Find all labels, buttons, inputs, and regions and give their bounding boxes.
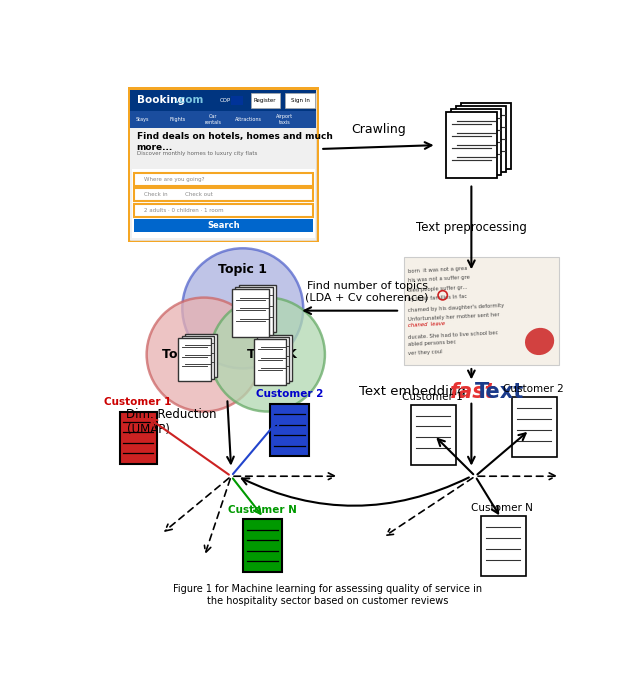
Bar xyxy=(120,411,157,464)
Text: .com: .com xyxy=(175,95,203,106)
Bar xyxy=(131,128,316,240)
Bar xyxy=(179,338,211,381)
Text: more...: more... xyxy=(136,143,173,152)
Bar xyxy=(446,112,497,178)
Text: Topic K: Topic K xyxy=(247,348,297,361)
Text: fast: fast xyxy=(451,381,496,402)
Bar xyxy=(411,404,456,465)
Circle shape xyxy=(182,248,303,368)
Bar xyxy=(134,219,312,232)
Text: Customer N: Customer N xyxy=(472,503,533,513)
Circle shape xyxy=(147,298,261,411)
Ellipse shape xyxy=(525,328,554,355)
Text: Text: Text xyxy=(476,381,525,402)
Text: Topic 2: Topic 2 xyxy=(163,348,211,361)
Bar xyxy=(257,338,289,383)
Text: Check in          Check out: Check in Check out xyxy=(145,192,213,197)
Text: chamed by his daughter's deformity: chamed by his daughter's deformity xyxy=(408,303,504,313)
Bar xyxy=(182,335,214,379)
Text: Register: Register xyxy=(254,98,276,103)
Text: Find number of topics
(LDA + Cv coherence): Find number of topics (LDA + Cv coherenc… xyxy=(305,281,429,303)
Text: Customer 2: Customer 2 xyxy=(255,389,323,400)
Text: chaned  leave: chaned leave xyxy=(408,322,445,329)
Text: Topic 1: Topic 1 xyxy=(218,263,268,276)
Bar xyxy=(451,109,501,175)
Text: Find deals on hotels, homes and much: Find deals on hotels, homes and much xyxy=(136,132,332,141)
Text: Flights: Flights xyxy=(170,117,186,122)
Bar xyxy=(134,173,312,186)
Text: Customer 1: Customer 1 xyxy=(403,392,463,402)
Bar xyxy=(236,287,273,335)
Bar xyxy=(404,257,559,365)
Bar xyxy=(253,339,286,386)
Bar xyxy=(134,204,312,216)
Text: Customer 2: Customer 2 xyxy=(503,383,564,394)
Text: Car
rentals: Car rentals xyxy=(205,114,222,125)
Bar xyxy=(231,96,243,105)
Text: Attractions: Attractions xyxy=(236,117,262,122)
Bar xyxy=(232,289,269,337)
Bar xyxy=(185,334,217,377)
Text: Figure 1 for Machine learning for assessing quality of service in
the hospitalit: Figure 1 for Machine learning for assess… xyxy=(173,584,483,606)
Text: Text embedding: Text embedding xyxy=(359,385,470,398)
Text: Customer N: Customer N xyxy=(228,505,296,515)
Bar xyxy=(260,335,292,381)
Bar xyxy=(128,88,319,242)
Bar xyxy=(243,519,282,571)
Text: ducate. She had to live school bec: ducate. She had to live school bec xyxy=(408,331,499,340)
Text: COP: COP xyxy=(220,98,231,103)
Text: born  it was not a grea: born it was not a grea xyxy=(408,266,467,274)
Bar xyxy=(131,90,316,111)
Text: 2 adults · 0 children · 1 room: 2 adults · 0 children · 1 room xyxy=(145,207,224,213)
Bar xyxy=(239,285,276,333)
Bar xyxy=(132,169,315,238)
Text: Where are you going?: Where are you going? xyxy=(145,177,205,182)
Text: Crawling: Crawling xyxy=(351,123,406,136)
Bar xyxy=(131,90,316,240)
Text: by their families In fac: by their families In fac xyxy=(408,294,467,302)
Circle shape xyxy=(210,298,325,411)
Text: abled persons bec: abled persons bec xyxy=(408,340,456,347)
Bar xyxy=(134,188,312,201)
Text: his was not a suffer gre: his was not a suffer gre xyxy=(408,275,470,283)
Text: Discover monthly homes to luxury city flats: Discover monthly homes to luxury city fl… xyxy=(136,150,257,155)
Bar xyxy=(285,93,315,108)
Bar xyxy=(131,111,316,128)
Text: oled people suffer gr...: oled people suffer gr... xyxy=(408,285,467,292)
Text: Customer 1: Customer 1 xyxy=(104,397,172,407)
Bar xyxy=(481,516,525,576)
Text: Stays: Stays xyxy=(135,117,148,122)
Text: Text preprocessing: Text preprocessing xyxy=(416,221,527,235)
Text: Booking: Booking xyxy=(136,95,184,106)
Text: Sign In: Sign In xyxy=(291,98,310,103)
Bar xyxy=(456,106,506,172)
Text: Unfortunately her mother sent her: Unfortunately her mother sent her xyxy=(408,313,500,322)
Bar xyxy=(461,104,511,169)
Text: Search: Search xyxy=(207,221,240,230)
Text: Dim. Reduction
(UMAP): Dim. Reduction (UMAP) xyxy=(127,409,217,436)
Text: ver they coul: ver they coul xyxy=(408,349,443,356)
Text: Airport
taxis: Airport taxis xyxy=(276,114,293,125)
Bar xyxy=(250,93,280,108)
Bar xyxy=(270,404,308,456)
Bar xyxy=(511,397,557,457)
